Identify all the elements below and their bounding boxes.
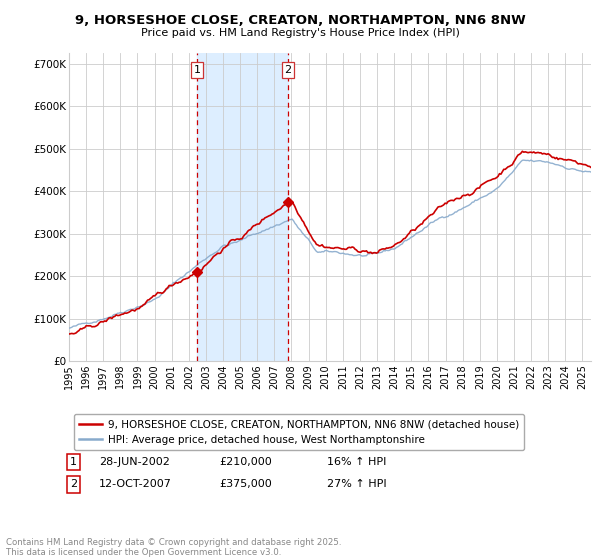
Text: 1: 1 <box>194 65 200 75</box>
Text: Contains HM Land Registry data © Crown copyright and database right 2025.
This d: Contains HM Land Registry data © Crown c… <box>6 538 341 557</box>
Text: 16% ↑ HPI: 16% ↑ HPI <box>327 457 386 467</box>
Text: 27% ↑ HPI: 27% ↑ HPI <box>327 479 386 489</box>
Text: 2: 2 <box>70 479 77 489</box>
Text: £210,000: £210,000 <box>219 457 272 467</box>
Text: Price paid vs. HM Land Registry's House Price Index (HPI): Price paid vs. HM Land Registry's House … <box>140 28 460 38</box>
Text: 28-JUN-2002: 28-JUN-2002 <box>99 457 170 467</box>
Bar <box>197 53 288 361</box>
Text: 9, HORSESHOE CLOSE, CREATON, NORTHAMPTON, NN6 8NW: 9, HORSESHOE CLOSE, CREATON, NORTHAMPTON… <box>74 14 526 27</box>
Legend: 9, HORSESHOE CLOSE, CREATON, NORTHAMPTON, NN6 8NW (detached house), HPI: Average: 9, HORSESHOE CLOSE, CREATON, NORTHAMPTON… <box>74 414 524 450</box>
Text: £375,000: £375,000 <box>219 479 272 489</box>
Text: 12-OCT-2007: 12-OCT-2007 <box>99 479 172 489</box>
Text: 1: 1 <box>70 457 77 467</box>
Text: 2: 2 <box>284 65 292 75</box>
